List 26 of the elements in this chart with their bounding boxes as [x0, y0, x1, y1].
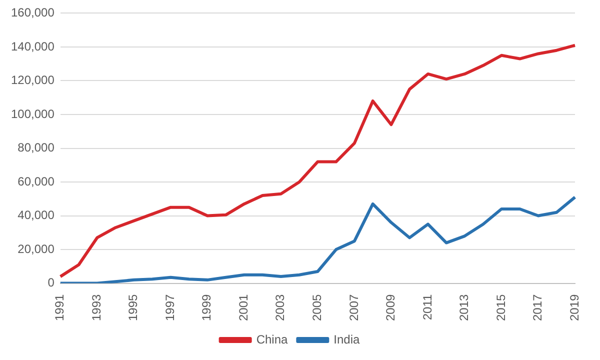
y-tick-label: 60,000 — [18, 174, 55, 188]
y-tick-label: 160,000 — [10, 6, 55, 20]
x-tick-label: 1991 — [52, 294, 67, 322]
x-tick-label: 1999 — [200, 294, 214, 322]
x-tick-label: 1997 — [162, 294, 177, 322]
y-tick-label: 140,000 — [10, 39, 55, 54]
x-tick-label: 2013 — [457, 294, 472, 322]
y-tick-label: 120,000 — [10, 73, 55, 88]
x-tick-label: 2011 — [420, 294, 434, 320]
y-tick-label: 20,000 — [18, 242, 55, 256]
y-tick-label: 0 — [48, 276, 55, 290]
x-tick-label: 2007 — [346, 294, 361, 322]
x-tick-label: 2001 — [236, 294, 250, 322]
x-tick-label: 2015 — [494, 294, 508, 322]
y-tick-label: 100,000 — [10, 106, 55, 121]
x-tick-label: 2005 — [310, 294, 324, 322]
y-tick-label: 40,000 — [18, 208, 55, 222]
y-tick-label: 80,000 — [18, 140, 55, 155]
x-tick-label: 1995 — [126, 294, 140, 322]
x-tick-label: 2019 — [567, 294, 582, 322]
x-tick-label: 2003 — [273, 294, 288, 322]
legend-label: China — [256, 332, 288, 346]
x-tick-label: 2017 — [530, 294, 545, 322]
legend-label: India — [334, 332, 360, 346]
x-tick-label: 1993 — [89, 294, 104, 322]
x-tick-label: 2009 — [384, 294, 398, 322]
